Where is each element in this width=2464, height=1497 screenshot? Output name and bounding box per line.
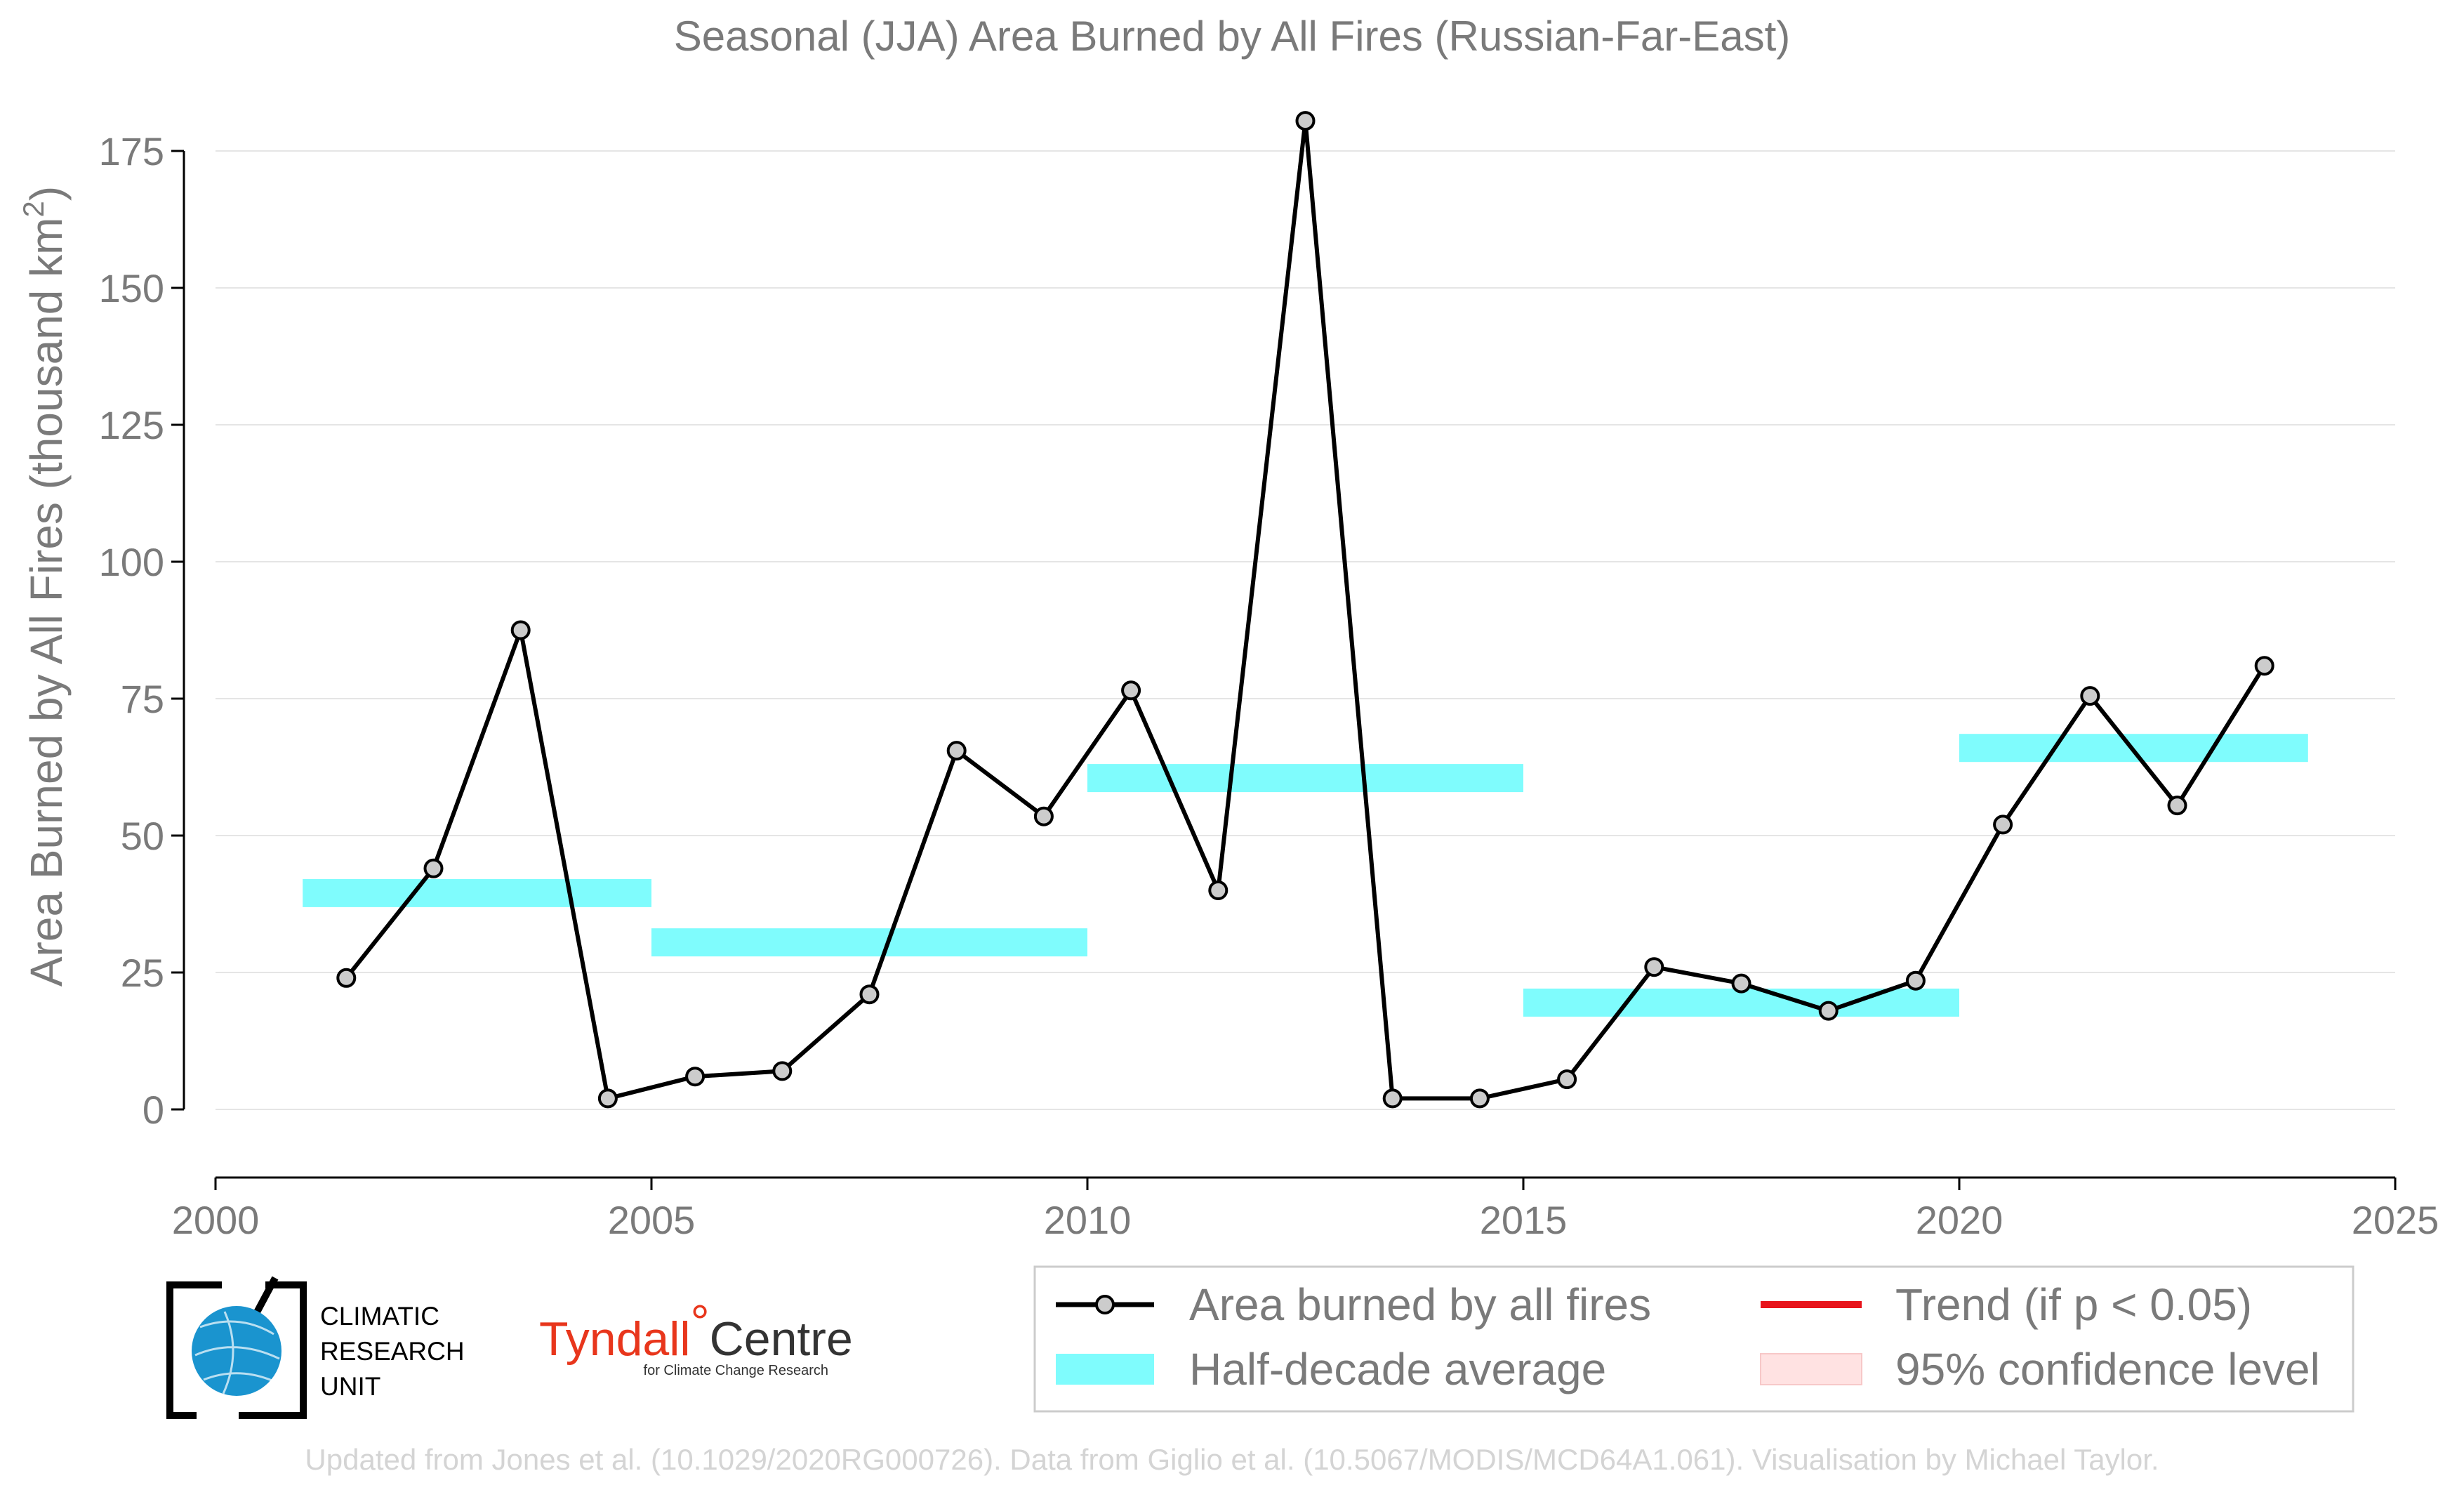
y-axis: 0 25 50 75 100 125 150 175: [99, 129, 185, 1132]
y-tick-label: 150: [99, 266, 164, 310]
chart-title: Seasonal (JJA) Area Burned by All Fires …: [674, 13, 1791, 60]
data-point: [1295, 111, 1316, 131]
series-line: [344, 119, 2267, 1101]
data-point: [336, 968, 357, 988]
data-point: [859, 984, 880, 1005]
legend-area-label: Area burned by all fires: [1189, 1279, 1651, 1330]
x-tick-label: 2000: [172, 1198, 260, 1242]
y-tick-label: 125: [99, 403, 164, 447]
cru-logo-bracket-right: [239, 1281, 307, 1419]
data-point: [1644, 957, 1664, 977]
y-tick-label: 175: [99, 129, 164, 173]
y-tick-label: 100: [99, 540, 164, 584]
cru-logo: CLIMATIC RESEARCH UNIT: [166, 1276, 465, 1419]
data-point: [423, 858, 444, 878]
legend-box: [1033, 1265, 2354, 1413]
cru-logo-bracket-left: [166, 1281, 222, 1419]
data-point: [1208, 881, 1228, 900]
gridlines: [216, 150, 2395, 1110]
legend-conf-swatch: [1760, 1353, 1862, 1385]
data-point: [2167, 796, 2187, 816]
data-point: [1818, 1001, 1839, 1021]
data-point: [597, 1088, 618, 1109]
credit-text: Updated from Jones et al. (10.1029/2020R…: [305, 1443, 2159, 1476]
y-tick-label: 50: [121, 814, 164, 858]
data-point: [1557, 1069, 1577, 1090]
y-axis-label: Area Burned by All Fires (thousand km2): [17, 186, 72, 987]
data-point: [2080, 686, 2100, 706]
y-tick-label: 75: [121, 677, 164, 721]
x-tick-label: 2020: [1916, 1198, 2003, 1242]
tyndall-logo: Tyndall°Centre for Climate Change Resear…: [539, 1295, 853, 1378]
y-tick-label: 25: [121, 951, 164, 995]
legend-area-swatch-marker: [1095, 1295, 1115, 1314]
x-tick-label: 2010: [1044, 1198, 1132, 1242]
cru-logo-text-1: CLIMATIC: [320, 1302, 439, 1331]
y-ticks: 0 25 50 75 100 125 150 175: [99, 129, 184, 1132]
x-tick-label: 2015: [1480, 1198, 1568, 1242]
cru-logo-globe-lines: [194, 1311, 280, 1394]
half-decade-bar: [303, 878, 651, 907]
legend: Area burned by all fires Half-decade ave…: [1033, 1265, 2354, 1413]
legend-half-label: Half-decade average: [1189, 1344, 1606, 1394]
data-point: [1469, 1088, 1490, 1109]
y-tick-label: 0: [143, 1088, 164, 1132]
cru-logo-text-3: UNIT: [320, 1372, 380, 1401]
legend-trend-label: Trend (if p < 0.05): [1895, 1279, 2252, 1330]
data-point: [685, 1067, 706, 1087]
data-point: [1993, 815, 2013, 835]
x-tick-label: 2025: [2352, 1198, 2439, 1242]
data-point: [1382, 1088, 1403, 1109]
data-point: [1905, 970, 1926, 991]
data-point: [510, 620, 531, 640]
legend-half-swatch: [1056, 1354, 1154, 1385]
legend-conf-label: 95% confidence level: [1895, 1344, 2320, 1394]
x-ticks: 2000 2005 2010 2015 2020 2025: [172, 1178, 2439, 1242]
data-series: [336, 111, 2274, 1109]
data-point: [946, 741, 967, 761]
half-decade-bars: [303, 734, 2308, 1017]
data-point: [2254, 656, 2274, 676]
x-tick-label: 2005: [608, 1198, 696, 1242]
data-point: [1033, 806, 1054, 826]
half-decade-bar: [651, 928, 1087, 957]
tyndall-logo-subtitle: for Climate Change Research: [644, 1363, 828, 1378]
cru-logo-globe: [192, 1306, 281, 1396]
data-point: [1731, 973, 1751, 994]
half-decade-bar: [1087, 764, 1523, 793]
x-axis: 2000 2005 2010 2015 2020 2025: [172, 1176, 2439, 1242]
data-point: [772, 1061, 793, 1081]
tyndall-logo-text: Tyndall°Centre: [539, 1295, 853, 1366]
cru-logo-text-2: RESEARCH: [320, 1337, 465, 1366]
data-point: [1121, 680, 1141, 701]
